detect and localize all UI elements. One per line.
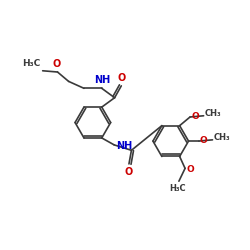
- Text: H₃C: H₃C: [22, 59, 41, 68]
- Text: CH₃: CH₃: [205, 109, 222, 118]
- Text: O: O: [124, 167, 132, 177]
- Text: H₃C: H₃C: [169, 184, 186, 193]
- Text: NH: NH: [94, 75, 110, 85]
- Text: O: O: [186, 164, 194, 173]
- Text: O: O: [200, 136, 208, 145]
- Text: O: O: [52, 59, 60, 69]
- Text: CH₃: CH₃: [214, 133, 230, 142]
- Text: O: O: [118, 73, 126, 83]
- Text: NH: NH: [116, 141, 132, 151]
- Text: O: O: [191, 112, 199, 121]
